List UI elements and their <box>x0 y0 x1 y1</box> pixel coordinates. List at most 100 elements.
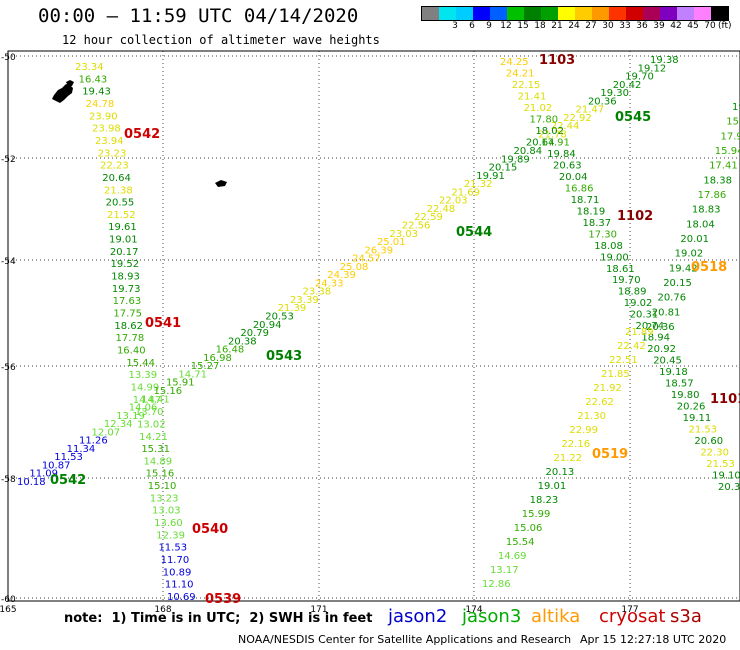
swh-value: 13.03 <box>152 506 181 517</box>
swh-value: 25.08 <box>340 262 369 273</box>
colorbar-tick-label: 9 <box>486 21 492 31</box>
swh-value: 22.15 <box>512 80 541 91</box>
swh-value: 20.63 <box>553 160 582 171</box>
legend-item-s3a: s3a <box>670 606 702 627</box>
colorbar-swatch <box>507 7 524 20</box>
swh-value: 19.02 <box>675 249 704 260</box>
swh-value: 19.52 <box>111 259 140 270</box>
swh-value: 23.38 <box>302 287 331 298</box>
swh-value: 18.93 <box>111 272 140 283</box>
track-time-label: 1101 <box>710 392 740 407</box>
swh-value: 10.89 <box>163 567 192 578</box>
swh-value: 20.53 <box>265 312 294 323</box>
swh-value: 19.80 <box>671 390 700 401</box>
colorbar-tick-label: 15 <box>517 21 529 31</box>
swh-value: 19.00 <box>600 252 629 263</box>
swh-value: 17.41 <box>709 161 738 172</box>
swh-value: 13.23 <box>150 493 179 504</box>
swh-value: 18.71 <box>571 195 600 206</box>
swh-value: 19.01 <box>109 235 138 246</box>
swh-value: 18.02 <box>535 126 564 137</box>
swh-value: 24.25 <box>500 57 529 68</box>
swh-value: 20.3 <box>718 482 740 493</box>
colorbar-unit: (ft) <box>718 21 732 31</box>
colorbar-swatch <box>643 7 660 20</box>
colorbar-swatch <box>439 7 456 20</box>
colorbar-swatch <box>609 7 626 20</box>
swh-value: 15.31 <box>141 444 170 455</box>
colorbar-tick-label: 24 <box>568 21 580 31</box>
colorbar-swatch <box>677 7 694 20</box>
colorbar-tick-label: 12 <box>500 21 512 31</box>
track-time-label: 0539 <box>205 592 241 607</box>
swh-value: 22.23 <box>100 161 129 172</box>
swh-value: 21.53 <box>689 425 718 436</box>
swh-value: 19.01 <box>538 481 567 492</box>
swh-value: 19.61 <box>108 222 137 233</box>
track-time-label: 0541 <box>145 316 181 331</box>
map-frame <box>7 50 740 602</box>
swh-value: 23.23 <box>98 148 127 159</box>
colorbar-tick-label: 33 <box>619 21 631 31</box>
swh-value: 18.23 <box>530 495 559 506</box>
swh-value: 18.94 <box>641 333 670 344</box>
swh-value: 15.99 <box>522 509 551 520</box>
track-time-label: 0545 <box>615 110 651 125</box>
legend-item-altika: altika <box>531 606 581 627</box>
swh-value: 22.48 <box>427 204 456 215</box>
swh-value: 24.39 <box>327 270 356 281</box>
swh-value: 11.10 <box>165 580 194 591</box>
swh-value: 13.60 <box>154 518 183 529</box>
swh-value: 21.30 <box>577 411 606 422</box>
track-time-label: 0540 <box>192 522 228 537</box>
swh-value: 20.74 <box>636 321 665 332</box>
colorbar-tick-label: 42 <box>670 21 682 31</box>
colorbar-swatch <box>660 7 677 20</box>
lon-label: 177 <box>621 605 638 615</box>
legend-item-jason2: jason2 <box>388 606 448 627</box>
colorbar-swatch <box>711 7 728 20</box>
swh-value: 23.34 <box>75 62 104 73</box>
swh-value: 21.89 <box>625 327 654 338</box>
swh-value: 20.64 <box>526 138 555 149</box>
swh-value: 21.92 <box>593 383 622 394</box>
colorbar <box>421 6 729 21</box>
track-time-label: 0518 <box>691 260 727 275</box>
swh-value: 19.70 <box>625 72 654 83</box>
swh-value: 20.17 <box>110 247 139 258</box>
colorbar-swatch <box>558 7 575 20</box>
lat-label: -58 <box>1 475 16 485</box>
swh-value: 20.55 <box>106 198 135 209</box>
colorbar-tick-label: 39 <box>653 21 665 31</box>
swh-value: 22.16 <box>561 439 590 450</box>
track-time-label: 1102 <box>617 209 653 224</box>
swh-value: 22.92 <box>563 113 592 124</box>
swh-value: 15.44 <box>126 358 155 369</box>
swh-value: 22.44 <box>551 121 580 132</box>
swh-value: 21.69 <box>451 187 480 198</box>
swh-value: 20.04 <box>559 172 588 183</box>
swh-value: 17.78 <box>116 333 145 344</box>
swh-value: 16.98 <box>203 353 232 364</box>
swh-value: 19.42 <box>669 263 698 274</box>
swh-value: 19.02 <box>624 298 653 309</box>
swh-value: 17.80 <box>529 114 558 125</box>
swh-value: 23.98 <box>92 124 121 135</box>
island-icon <box>215 180 227 187</box>
lat-label: -50 <box>1 53 16 63</box>
colorbar-swatch <box>422 7 439 20</box>
swh-value: 17.63 <box>113 296 142 307</box>
track-time-label: 1103 <box>539 53 575 68</box>
swh-value: 15.94 <box>715 146 740 157</box>
swh-value: 13.17 <box>490 565 519 576</box>
swh-value: 11.70 <box>161 555 190 566</box>
swh-value: 14.21 <box>139 432 168 443</box>
swh-value: 14.89 <box>143 456 172 467</box>
swh-value: 20.01 <box>680 234 709 245</box>
swh-value: 24.33 <box>315 278 344 289</box>
swh-value: 17.75 <box>113 309 142 320</box>
swh-value: 14.41 <box>141 394 170 405</box>
